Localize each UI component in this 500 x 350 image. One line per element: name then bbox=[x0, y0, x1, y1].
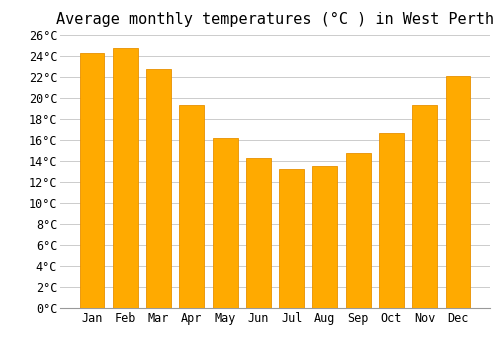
Bar bbox=[346, 153, 370, 308]
Bar bbox=[180, 105, 204, 308]
Bar bbox=[80, 53, 104, 308]
Bar bbox=[212, 138, 238, 308]
Title: Average monthly temperatures (°C ) in West Perth: Average monthly temperatures (°C ) in We… bbox=[56, 12, 494, 27]
Bar bbox=[412, 105, 437, 308]
Bar bbox=[279, 169, 304, 308]
Bar bbox=[379, 133, 404, 308]
Bar bbox=[446, 76, 470, 308]
Bar bbox=[113, 48, 138, 308]
Bar bbox=[246, 158, 271, 308]
Bar bbox=[146, 69, 171, 308]
Bar bbox=[312, 166, 338, 308]
